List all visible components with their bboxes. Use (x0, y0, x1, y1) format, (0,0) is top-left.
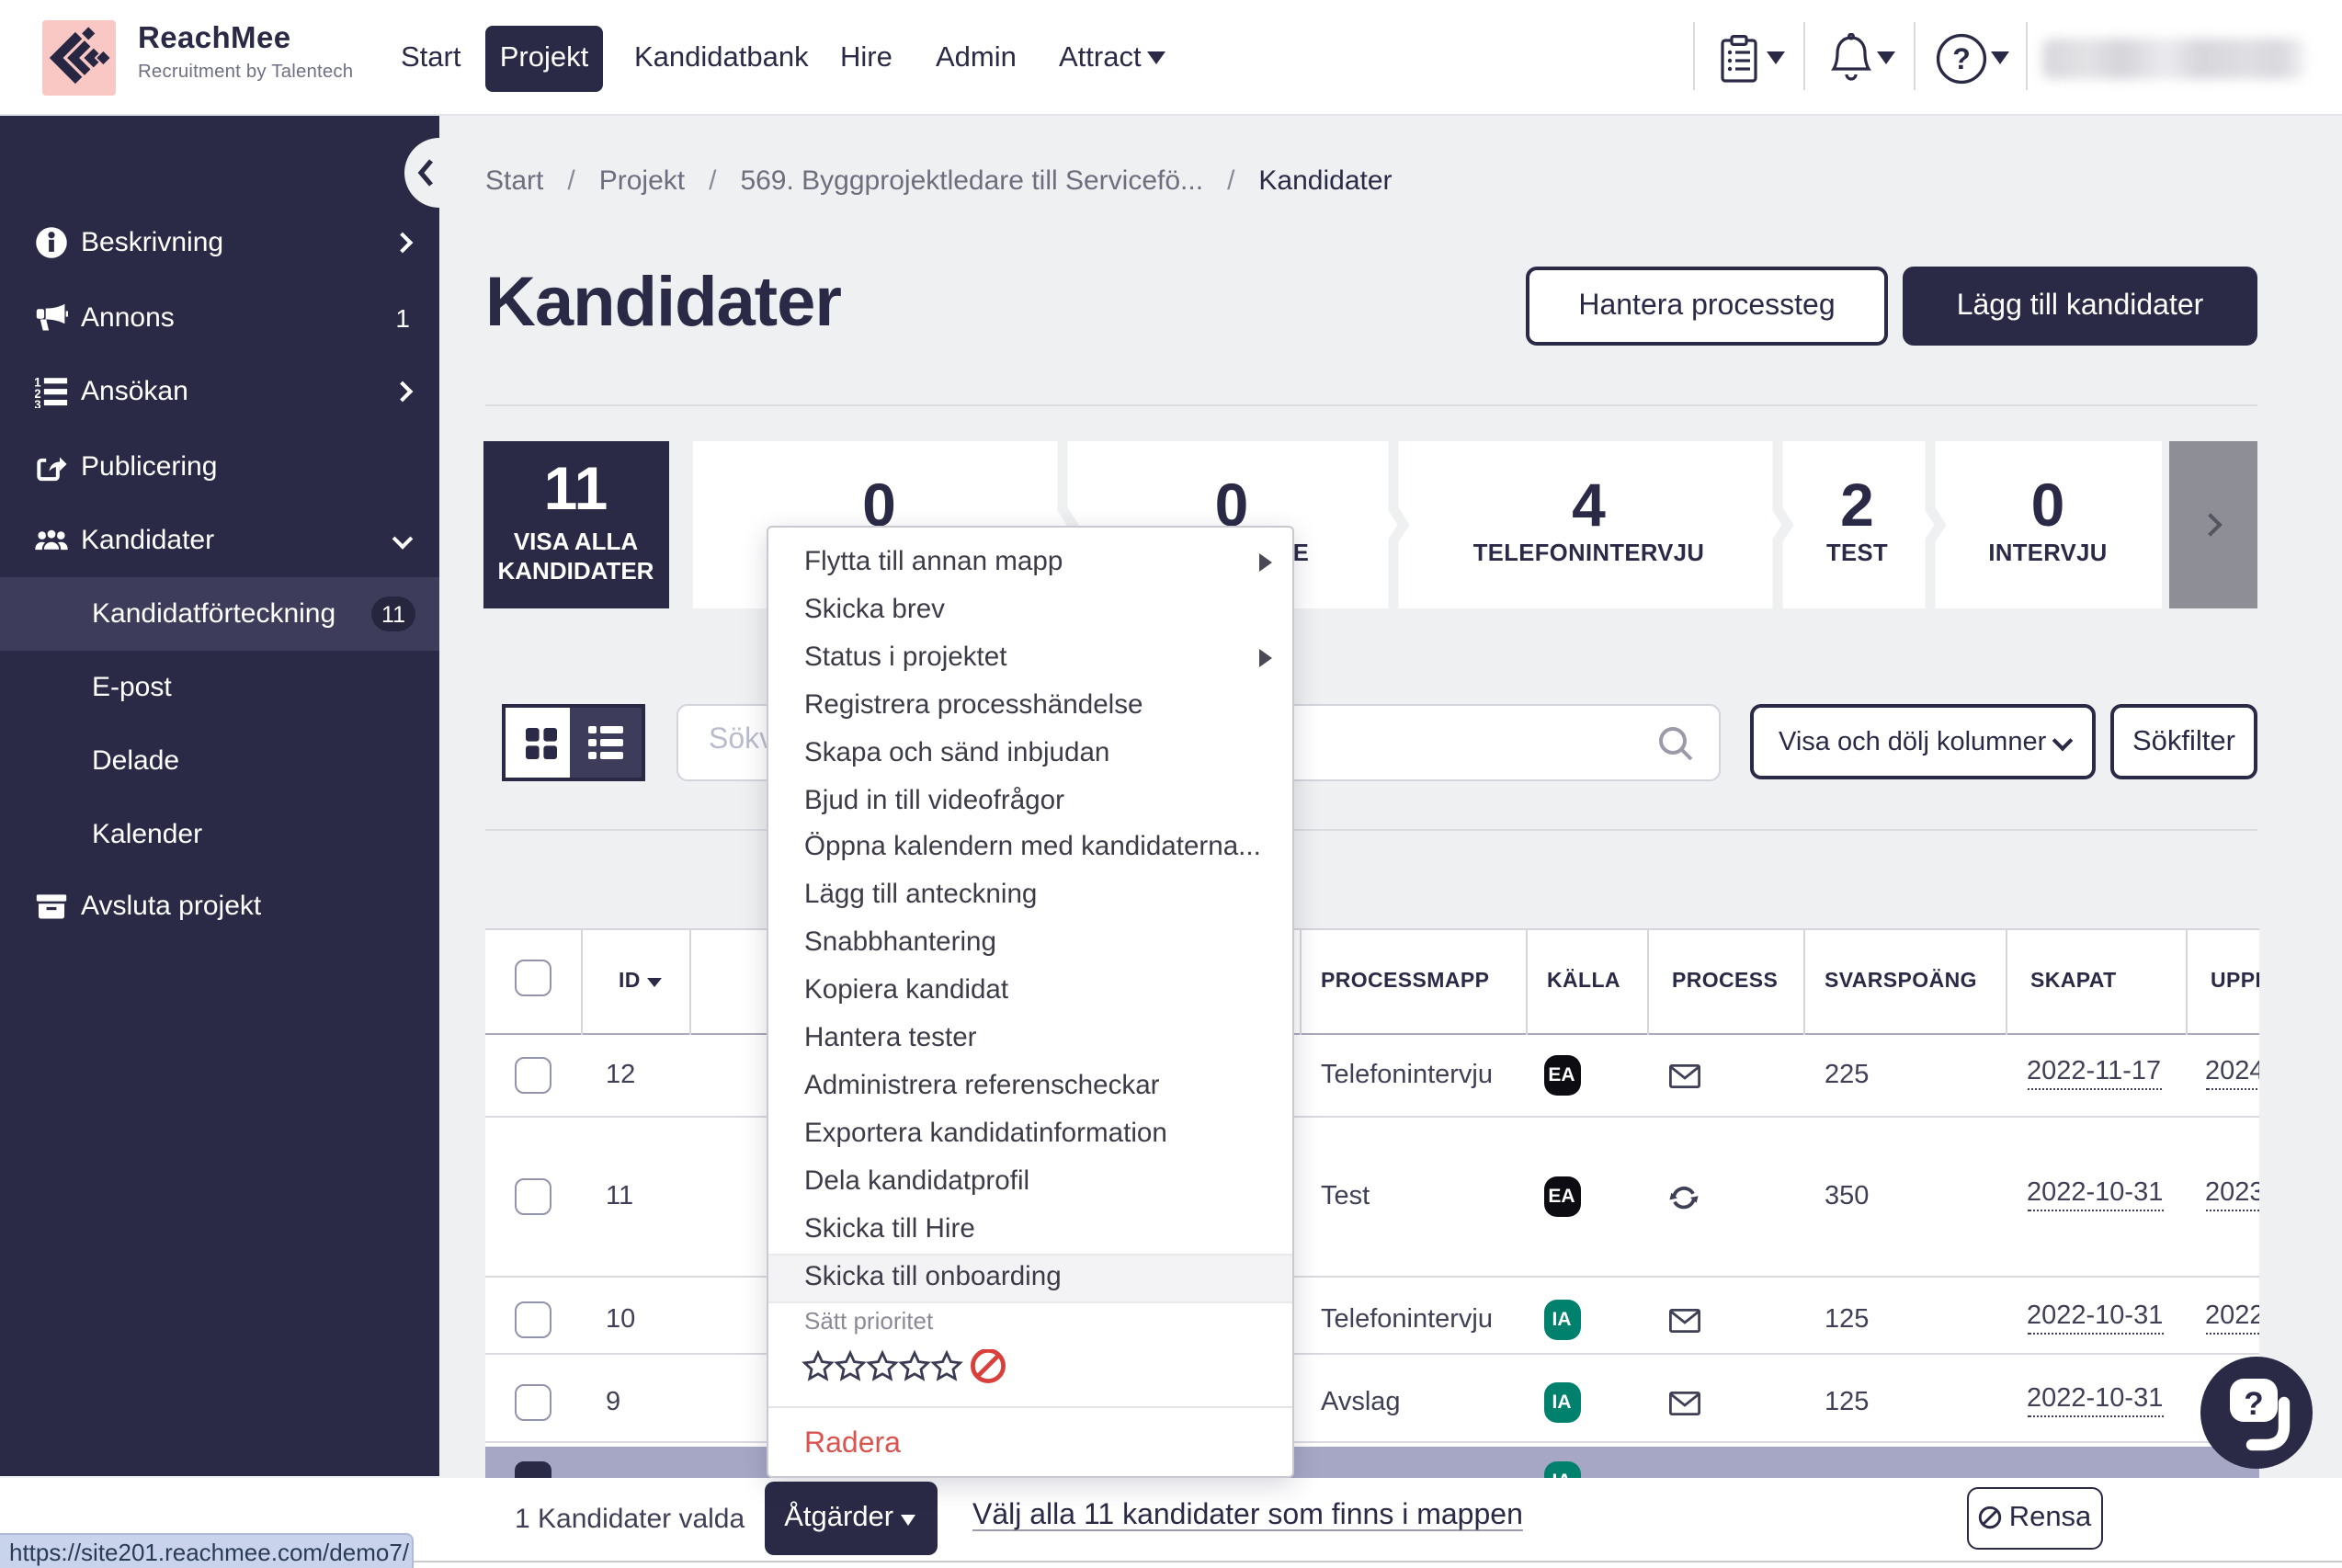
svg-text:3: 3 (35, 398, 41, 408)
svg-text:2: 2 (35, 387, 41, 401)
svg-text:?: ? (1952, 41, 1971, 74)
svg-text:1: 1 (35, 376, 41, 390)
svg-text:?: ? (2244, 1385, 2263, 1421)
